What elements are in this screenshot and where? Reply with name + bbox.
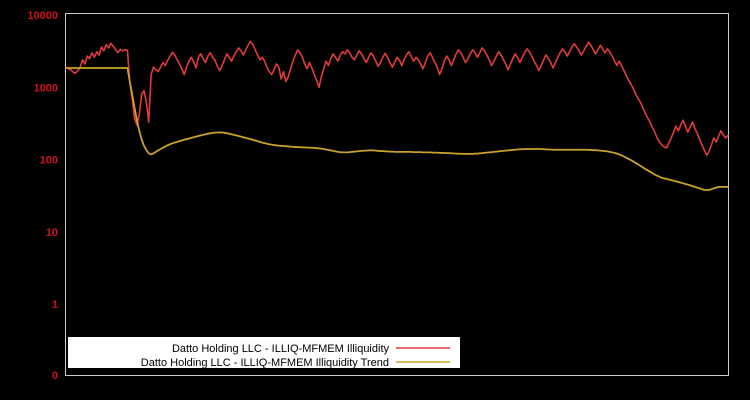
plot-frame	[65, 13, 729, 376]
legend-label-0: Datto Holding LLC - ILLIQ-MFMEM Illiquid…	[172, 343, 390, 355]
y-tick-label-1: 1	[52, 299, 58, 311]
y-tick-label-10: 10	[46, 227, 58, 239]
y-tick-label-100: 100	[40, 155, 58, 167]
series-line-illiquidity	[65, 40, 729, 157]
y-tick-label-1000: 1000	[34, 82, 58, 94]
legend-background	[68, 337, 460, 368]
series-paths	[65, 40, 729, 191]
series-line-illiquidity-trend	[65, 67, 729, 191]
y-tick-label-10000: 10000	[27, 10, 58, 22]
chart-legend[interactable]: Datto Holding LLC - ILLIQ-MFMEM Illiquid…	[68, 337, 460, 369]
y-tick-label-0: 0	[52, 370, 58, 382]
legend-label-1: Datto Holding LLC - ILLIQ-MFMEM Illiquid…	[141, 357, 389, 369]
